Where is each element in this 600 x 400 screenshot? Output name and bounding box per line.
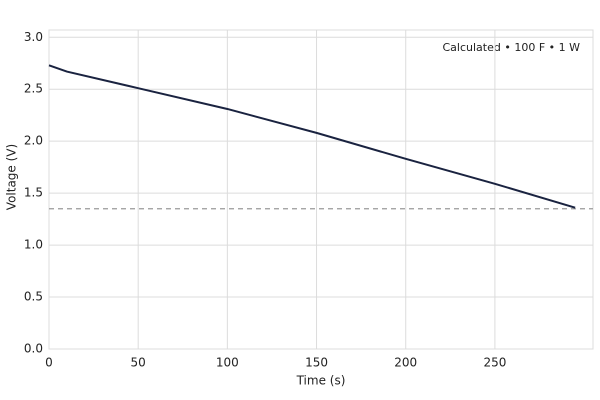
y-tick-label: 2.5 [24, 82, 43, 96]
x-tick-label: 150 [305, 356, 328, 370]
x-tick-label: 250 [483, 356, 506, 370]
y-tick-label: 2.0 [24, 134, 43, 148]
x-tick-label: 200 [394, 356, 417, 370]
annotation: Calculated • 100 F • 1 W [442, 41, 580, 54]
y-tick-label: 3.0 [24, 30, 43, 44]
y-axis-label: Voltage (V) [5, 144, 19, 210]
x-axis-label: Time (s) [296, 374, 346, 388]
y-tick-label: 1.5 [24, 186, 43, 200]
y-tick-label: 0.5 [24, 290, 43, 304]
y-tick-label: 1.0 [24, 238, 43, 252]
y-tick-label: 0.0 [24, 342, 43, 356]
x-tick-label: 100 [216, 356, 239, 370]
x-tick-label: 50 [131, 356, 146, 370]
data-line [48, 64, 576, 209]
x-tick-label: 0 [45, 356, 53, 370]
